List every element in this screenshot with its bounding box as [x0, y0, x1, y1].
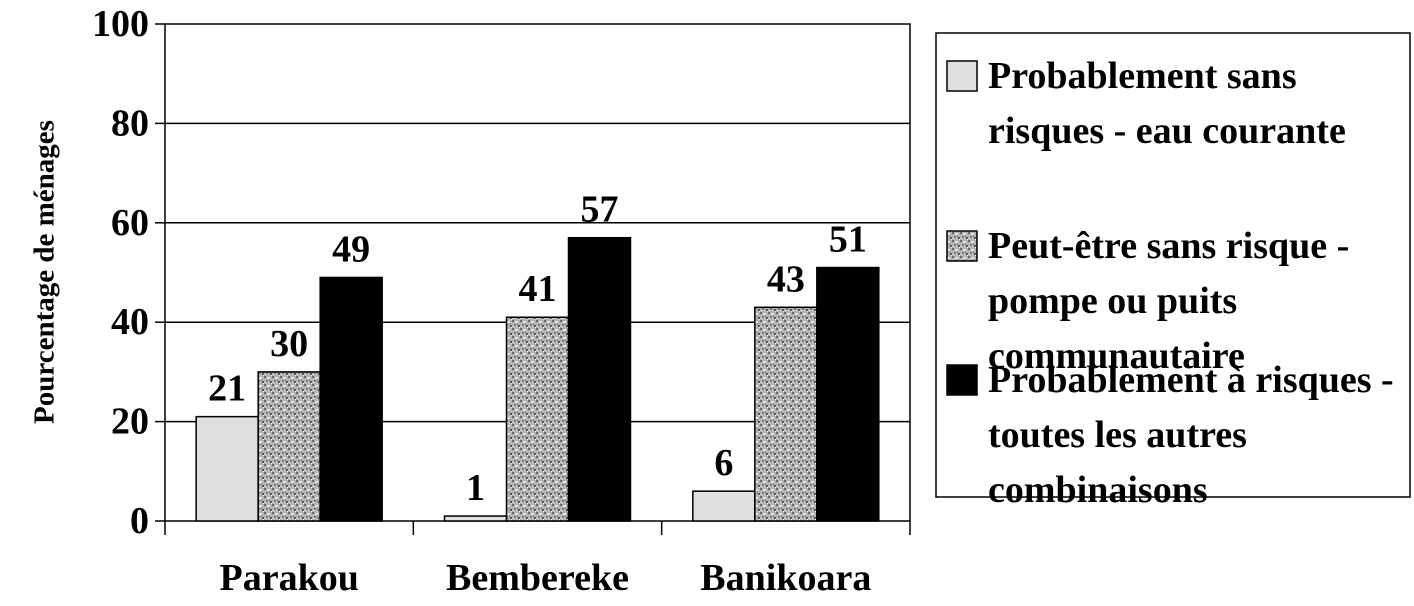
legend-label: risques - eau courante: [988, 110, 1346, 152]
legend-box: [935, 32, 1411, 498]
x-tick-label: Banikoara: [700, 557, 871, 599]
legend-swatch: [946, 230, 978, 262]
y-axis-label: Pourcentage de ménages: [29, 120, 61, 424]
legend-swatch: [946, 60, 978, 92]
legend-label: Peut-être sans risque -: [988, 225, 1349, 267]
legend-label: pompe ou puits: [988, 280, 1237, 322]
data-label: 6: [714, 442, 733, 484]
bar: [816, 266, 880, 522]
legend-label: Probablement sans: [988, 55, 1297, 97]
y-axis: 0 20 40 60 80 100: [92, 3, 165, 542]
legend-swatch: [946, 364, 978, 396]
bar: [443, 515, 508, 522]
bar: [257, 371, 321, 522]
y-tick-label: 80: [111, 102, 149, 144]
data-label: 41: [519, 268, 557, 310]
y-tick-label: 20: [111, 401, 149, 443]
legend-label: toutes les autres: [988, 414, 1247, 456]
legend-label: communautaire: [988, 335, 1245, 377]
data-label: 21: [208, 368, 246, 410]
data-labels: 21 30 49 1 41 57 6 43 51: [208, 189, 867, 509]
bar: [505, 316, 570, 522]
bar: [692, 490, 756, 522]
legend-label: combinaisons: [988, 469, 1208, 511]
legend-label: Probablement à risques -: [988, 359, 1394, 401]
data-label: 51: [829, 219, 867, 261]
bar: [567, 236, 632, 522]
y-tick-label: 40: [111, 301, 149, 343]
y-tick-label: 0: [130, 500, 149, 542]
data-label: 57: [581, 189, 619, 231]
legend: Probablement sans risques - eau courante P…: [935, 32, 1411, 511]
x-axis: Parakou Bembereke Banikoara: [164, 521, 911, 599]
y-tick-label: 100: [92, 3, 149, 45]
bar: [195, 415, 259, 522]
data-label: 49: [332, 228, 370, 270]
x-tick-label: Parakou: [219, 557, 358, 599]
bars: [195, 236, 880, 522]
data-label: 1: [466, 467, 485, 509]
data-label: 43: [767, 258, 805, 300]
x-tick-label: Bembereke: [446, 557, 629, 599]
y-tick-label: 60: [111, 202, 149, 244]
bar: [754, 306, 818, 522]
data-label: 30: [270, 323, 308, 365]
bar: [319, 276, 383, 522]
